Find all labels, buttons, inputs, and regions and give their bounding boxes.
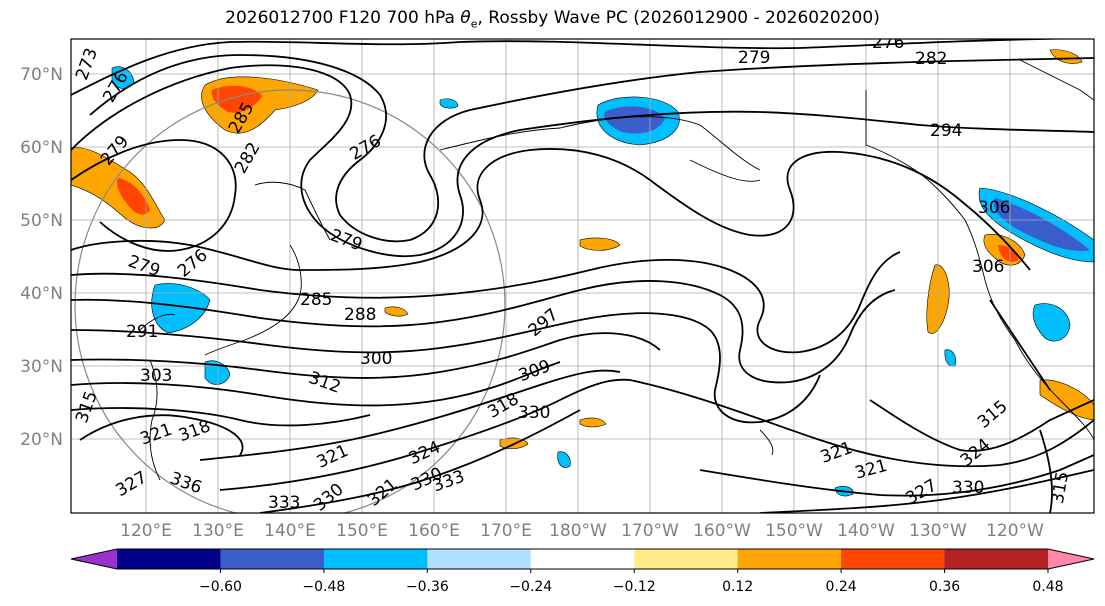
colorbar-segment bbox=[323, 549, 428, 569]
contour-lines bbox=[71, 39, 1094, 513]
lon-label: 140°E bbox=[264, 521, 316, 541]
negative-anomaly-region bbox=[439, 98, 459, 109]
lon-label: 150°E bbox=[336, 521, 388, 541]
title-prefix: 2026012700 F120 700 hPa bbox=[225, 8, 461, 28]
colorbar-tick-label: −0.60 bbox=[199, 579, 242, 595]
colorbar-tick-label: −0.24 bbox=[509, 579, 552, 595]
lon-label: 130°E bbox=[192, 521, 244, 541]
colorbar-segment bbox=[841, 549, 946, 569]
graticule bbox=[71, 39, 1094, 513]
contour-label: 288 bbox=[344, 305, 376, 325]
contour-label: 294 bbox=[930, 121, 962, 141]
colorbar-tick-label: −0.36 bbox=[406, 579, 449, 595]
lat-label: 40°N bbox=[20, 284, 63, 304]
contour-label: 333 bbox=[268, 493, 300, 513]
title-theta: θ bbox=[460, 8, 471, 28]
contour-label: 303 bbox=[140, 366, 172, 386]
positive-anomaly-region bbox=[579, 417, 607, 428]
positive-anomaly-region bbox=[579, 237, 621, 251]
lat-label: 30°N bbox=[20, 357, 63, 377]
contour-label: 300 bbox=[360, 349, 392, 369]
lon-label: 130°W bbox=[909, 521, 967, 541]
contour-label: 306 bbox=[972, 257, 1004, 277]
colorbar-outline bbox=[70, 548, 1095, 570]
colorbar-segment bbox=[737, 549, 842, 569]
colorbar-segment bbox=[117, 549, 221, 569]
colorbar-tick-label: −0.48 bbox=[302, 579, 345, 595]
negative-anomaly-region bbox=[151, 283, 211, 334]
lon-label: 120°E bbox=[120, 521, 172, 541]
colorbar-tick-label: 0.24 bbox=[826, 579, 857, 595]
colorbar-segment bbox=[530, 549, 635, 569]
positive-anomaly-region bbox=[1039, 379, 1094, 421]
colorbar-tick-label: 0.12 bbox=[722, 579, 753, 595]
positive-anomaly-region bbox=[384, 306, 409, 317]
lat-label: 70°N bbox=[20, 65, 63, 85]
colorbar-segment bbox=[427, 549, 532, 569]
negative-anomaly-region bbox=[204, 360, 231, 385]
colorbar-extend-min bbox=[71, 549, 117, 569]
contour-label: 306 bbox=[978, 198, 1010, 218]
contour-label: 276 bbox=[872, 33, 904, 53]
reference-circle bbox=[74, 89, 506, 513]
contour-label: 285 bbox=[300, 290, 332, 310]
lat-label: 50°N bbox=[20, 211, 63, 231]
colorbar-segment bbox=[944, 549, 1049, 569]
strong-positive-anomaly-region bbox=[117, 178, 150, 215]
lon-label: 120°W bbox=[986, 521, 1044, 541]
strong-positive-anomaly-region bbox=[211, 85, 262, 113]
lon-label: 170°W bbox=[621, 521, 679, 541]
colorbar-extend-max bbox=[1048, 549, 1094, 569]
contour-label: 291 bbox=[126, 322, 158, 342]
lon-label: 180°W bbox=[549, 521, 607, 541]
lon-label: 160°W bbox=[693, 521, 751, 541]
longitude-labels: 120°E 130°E 140°E 150°E 160°E 170°E 180°… bbox=[120, 521, 1044, 541]
strong-negative-anomaly-region bbox=[993, 198, 1090, 252]
colorbar-segment bbox=[634, 549, 739, 569]
colorbar-tick-label: −0.12 bbox=[613, 579, 656, 595]
contour-label: 330 bbox=[952, 478, 984, 498]
contour-label: 330 bbox=[518, 403, 550, 423]
lat-label: 60°N bbox=[20, 138, 63, 158]
strong-positive-anomaly-region bbox=[998, 245, 1018, 262]
lon-label: 160°E bbox=[408, 521, 460, 541]
contour-label: 282 bbox=[915, 49, 947, 69]
colorbar-tick-label: 0.36 bbox=[929, 579, 960, 595]
lat-label: 20°N bbox=[20, 430, 63, 450]
colorbar-tick-label: 0.48 bbox=[1032, 579, 1063, 595]
latitude-labels: 70°N 60°N 50°N 40°N 30°N 20°N bbox=[20, 65, 63, 450]
contour-label: 279 bbox=[738, 48, 770, 68]
negative-anomaly-region bbox=[557, 451, 571, 468]
colorbar: −0.60 −0.48 −0.36 −0.24 −0.12 0.12 0.24 0.36 0.4… bbox=[70, 548, 1095, 595]
lon-label: 170°E bbox=[480, 521, 532, 541]
negative-anomaly-region bbox=[1032, 303, 1071, 342]
lon-label: 150°W bbox=[765, 521, 823, 541]
colorbar-segment bbox=[220, 549, 325, 569]
lon-label: 140°W bbox=[837, 521, 895, 541]
title-suffix: , Rossby Wave PC (2026012900 - 202602020… bbox=[477, 8, 880, 28]
map-title: 2026012700 F120 700 hPa θe, Rossby Wave … bbox=[0, 8, 1105, 30]
title-subscript: e bbox=[470, 17, 478, 31]
map-frame bbox=[70, 38, 1095, 514]
